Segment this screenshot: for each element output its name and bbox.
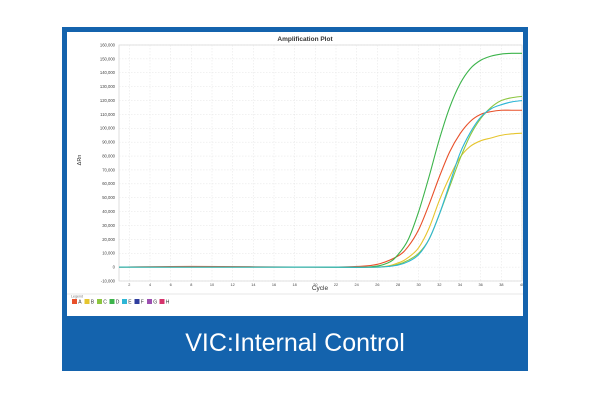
x-tick-label: 18	[293, 283, 297, 287]
x-tick-label: 16	[272, 283, 276, 287]
x-tick-label: 30	[417, 283, 421, 287]
legend-label: A	[78, 300, 82, 306]
legend-swatch	[109, 299, 115, 304]
x-tick-label: 22	[334, 283, 338, 287]
y-tick-label: 150,000	[100, 56, 116, 61]
legend-label: B	[91, 300, 95, 306]
y-axis-ticks: -10,000 0 10,000 20,000 30,000 40,000 50,000 60…	[100, 42, 116, 283]
x-tick-label: 26	[375, 283, 379, 287]
x-tick-label: 34	[458, 283, 462, 287]
x-tick-label: 38	[499, 283, 503, 287]
y-axis-label: ΔRn	[77, 155, 83, 166]
y-tick-label: 10,000	[102, 251, 115, 256]
legend-label: F	[141, 300, 144, 306]
x-tick-label: 36	[479, 283, 483, 287]
legend-label: D	[116, 300, 120, 306]
y-tick-label: 90,000	[102, 140, 115, 145]
x-tick-label: 8	[190, 283, 192, 287]
legend-swatch	[72, 299, 77, 304]
x-tick-label: 14	[251, 283, 255, 287]
legend-label: C	[103, 300, 107, 306]
legend-swatch	[134, 299, 140, 304]
x-tick-label: 24	[355, 283, 359, 287]
y-tick-label: 20,000	[102, 237, 115, 242]
legend-swatch	[147, 299, 152, 304]
chart-title: Amplification Plot	[277, 36, 333, 43]
x-tick-label: 32	[437, 283, 441, 287]
grid-lines	[119, 44, 523, 282]
x-axis-label: Cycle	[312, 285, 329, 292]
plot-area	[118, 44, 523, 282]
figure-frame: Amplification Plot 2 4 6 8 10 12 14 16 18 20 22 24 2…	[62, 27, 528, 371]
y-tick-label: -10,000	[101, 278, 116, 283]
y-tick-label: 40,000	[102, 209, 115, 214]
y-tick-label: 50,000	[102, 195, 115, 200]
legend-swatch	[97, 299, 102, 304]
legend-label: E	[128, 300, 132, 306]
x-tick-label: 40	[520, 283, 523, 287]
y-tick-label: 60,000	[102, 181, 115, 186]
y-tick-label: 130,000	[100, 84, 116, 89]
legend-swatch	[159, 299, 165, 304]
legend-label: G	[153, 300, 157, 306]
y-tick-label: 70,000	[102, 167, 115, 172]
x-tick-label: 12	[231, 283, 235, 287]
y-tick-label: 120,000	[100, 98, 116, 103]
x-tick-label: 2	[128, 283, 130, 287]
legend: Legend A B C D E F G H	[67, 293, 523, 306]
x-tick-label: 4	[149, 283, 151, 287]
y-tick-label: 160,000	[100, 42, 116, 47]
legend-items: A B C D E F G H	[72, 299, 170, 306]
x-tick-label: 10	[210, 283, 214, 287]
y-tick-label: 30,000	[102, 223, 115, 228]
amplification-chart: Amplification Plot 2 4 6 8 10 12 14 16 18 20 22 24 2…	[67, 36, 524, 306]
series-line-e	[119, 99, 523, 268]
legend-label: H	[166, 300, 170, 306]
y-tick-label: 0	[113, 265, 116, 270]
figure-caption: VIC:Internal Control	[185, 329, 405, 357]
series-lines	[118, 52, 523, 268]
legend-title: Legend	[71, 295, 83, 299]
x-tick-label: 28	[396, 283, 400, 287]
y-tick-label: 110,000	[100, 112, 115, 117]
legend-swatch	[84, 299, 90, 304]
x-tick-label: 6	[170, 283, 172, 287]
legend-swatch	[122, 299, 127, 304]
x-tick-label: 20	[313, 283, 317, 287]
plot-panel: Amplification Plot 2 4 6 8 10 12 14 16 18 20 22 24 2…	[67, 32, 524, 316]
y-tick-label: 100,000	[100, 126, 116, 131]
y-tick-label: 140,000	[100, 70, 116, 75]
y-tick-label: 80,000	[102, 153, 115, 158]
x-axis-ticks: 246810121416182022242628303234363840	[128, 283, 524, 287]
